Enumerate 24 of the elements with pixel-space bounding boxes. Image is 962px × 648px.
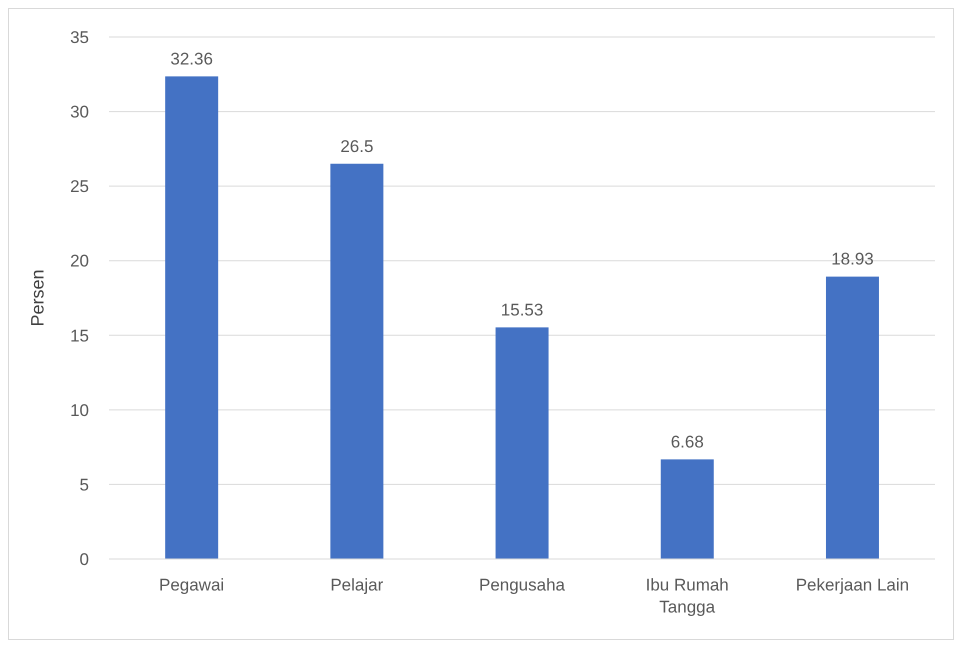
data-label: 6.68 xyxy=(670,432,704,452)
x-tick-label: Pengusaha xyxy=(478,575,566,594)
bar xyxy=(330,164,384,559)
data-label: 18.93 xyxy=(831,250,874,269)
data-label: 32.36 xyxy=(170,49,213,68)
y-tick-label: 15 xyxy=(70,326,89,346)
bar xyxy=(165,76,218,559)
y-tick-label: 20 xyxy=(70,252,89,271)
bar xyxy=(660,459,714,559)
y-tick-label: 0 xyxy=(80,550,89,570)
x-tick-label: Ibu Rumah Tangga xyxy=(646,575,729,616)
data-label: 26.5 xyxy=(340,136,374,156)
y-tick-label: 10 xyxy=(70,400,89,420)
y-tick-label: 5 xyxy=(80,475,89,494)
y-tick-label: 25 xyxy=(70,177,89,196)
y-tick-label: 35 xyxy=(70,28,89,48)
bar xyxy=(826,276,879,559)
y-tick-label: 30 xyxy=(70,102,89,122)
x-tick-label: Pelajar xyxy=(330,575,384,594)
x-tick-label: Pegawai xyxy=(158,575,224,594)
data-label: 15.53 xyxy=(500,300,544,320)
y-axis-title: Persen xyxy=(27,269,48,327)
x-tick-label: Pekerjaan Lain xyxy=(796,575,910,594)
bar xyxy=(496,327,549,559)
